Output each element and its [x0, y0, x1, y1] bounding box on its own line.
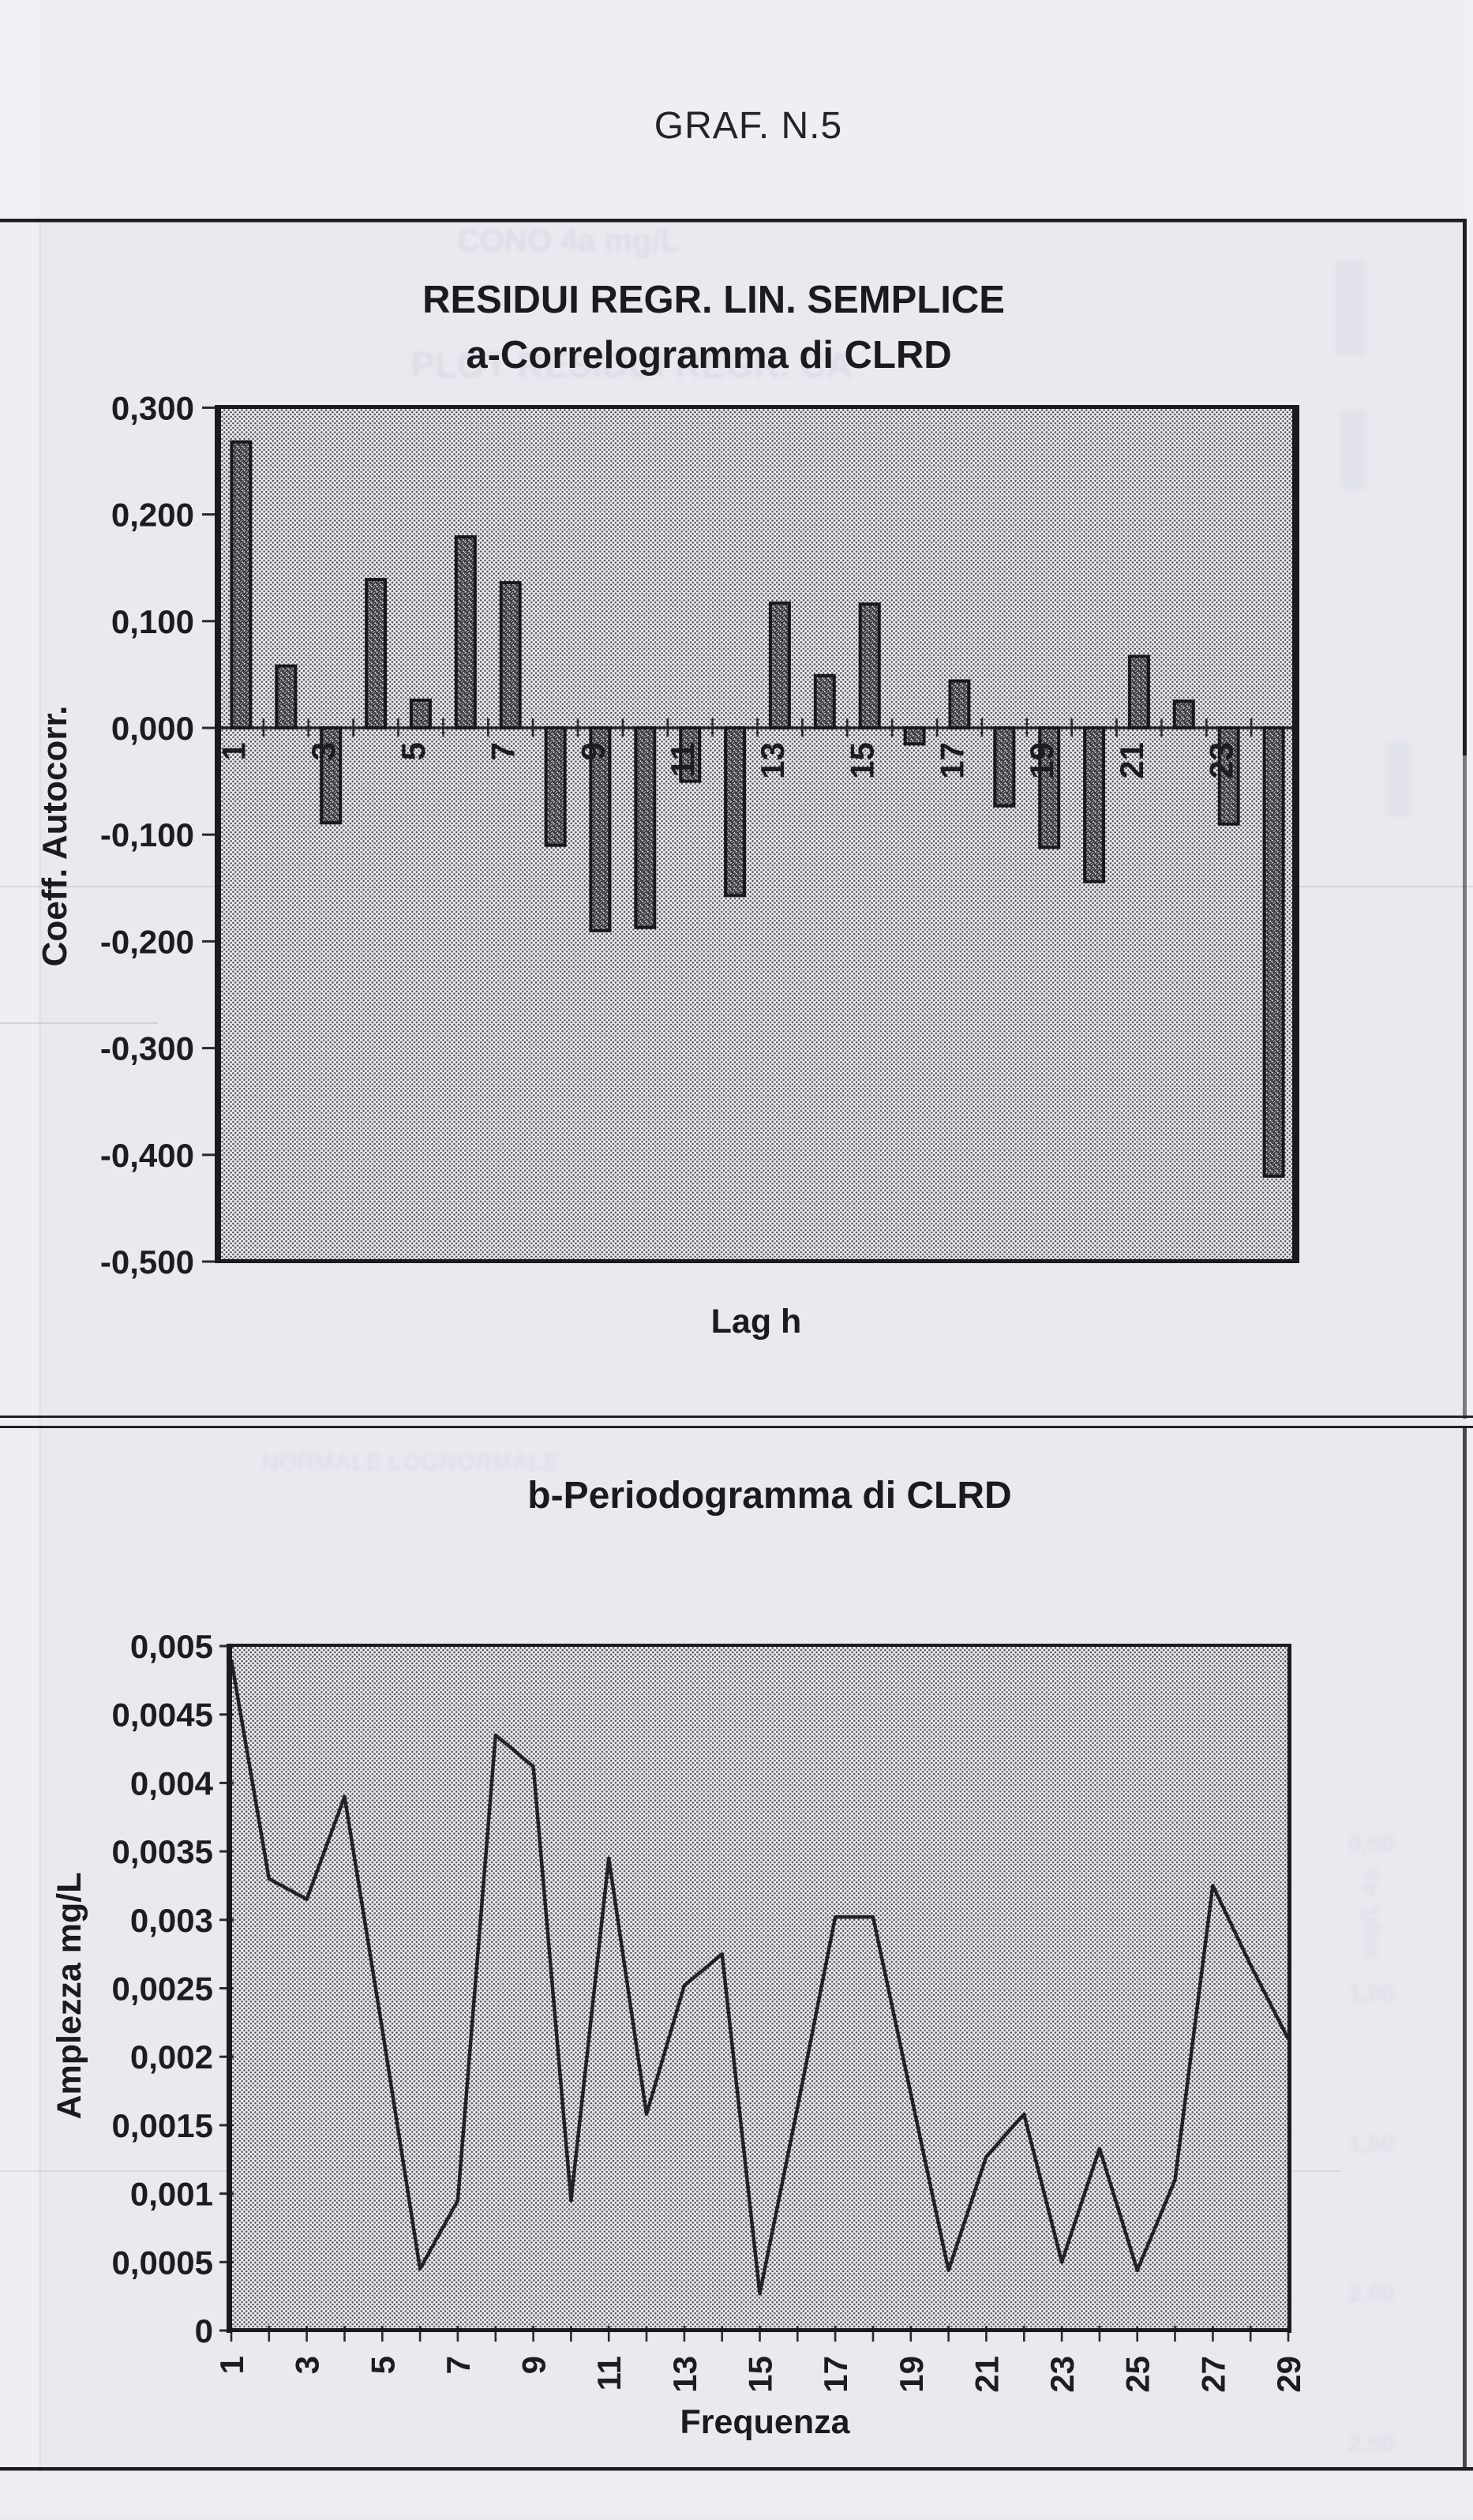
svg-text:23: 23: [1203, 742, 1240, 779]
svg-text:-0,500: -0,500: [100, 1243, 194, 1281]
svg-text:15: 15: [844, 742, 881, 779]
svg-text:19: 19: [893, 2356, 930, 2393]
svg-text:17: 17: [817, 2356, 854, 2393]
svg-text:mg/L 4a: mg/L 4a: [1357, 1869, 1383, 1958]
svg-text:0,003: 0,003: [130, 1902, 213, 1939]
svg-text:29: 29: [1270, 2356, 1307, 2393]
svg-text:0,0015: 0,0015: [112, 2107, 213, 2144]
svg-text:PLOT RESIDUI REGR. CA: PLOT RESIDUI REGR. CA: [410, 344, 853, 385]
svg-text:17: 17: [933, 742, 970, 779]
svg-text:CONO 4a mg/L: CONO 4a mg/L: [457, 223, 680, 258]
svg-text:1,00: 1,00: [1348, 1981, 1394, 2007]
svg-text:1: 1: [213, 2356, 250, 2374]
svg-text:15: 15: [742, 2356, 779, 2393]
svg-text:-0,100: -0,100: [100, 816, 194, 853]
svg-text:1,50: 1,50: [1348, 2131, 1394, 2157]
svg-text:-0,400: -0,400: [100, 1137, 194, 1174]
svg-text:Coeff. Autocorr.: Coeff. Autocorr.: [36, 706, 74, 967]
svg-text:GRAF. N.5: GRAF. N.5: [654, 105, 842, 147]
svg-text:3: 3: [305, 742, 342, 760]
svg-text:-0,200: -0,200: [100, 923, 194, 960]
svg-text:21: 21: [968, 2356, 1005, 2393]
svg-text:RESIDUI REGR. LIN. SEMPLICE: RESIDUI REGR. LIN. SEMPLICE: [422, 279, 1005, 321]
svg-text:27: 27: [1194, 2356, 1231, 2393]
svg-text:9: 9: [574, 742, 611, 760]
svg-text:5: 5: [364, 2356, 401, 2374]
svg-text:19: 19: [1023, 742, 1060, 779]
svg-text:0,100: 0,100: [111, 603, 194, 640]
svg-text:Amplezza mg/L: Amplezza mg/L: [51, 1873, 88, 2120]
svg-text:0,50: 0,50: [1348, 1831, 1394, 1857]
svg-text:25: 25: [1119, 2356, 1156, 2393]
svg-text:0,300: 0,300: [111, 389, 194, 426]
svg-text:9: 9: [515, 2356, 553, 2374]
svg-text:-0,300: -0,300: [100, 1030, 194, 1067]
svg-text:23: 23: [1044, 2356, 1081, 2393]
svg-text:5: 5: [395, 742, 432, 760]
svg-text:0,000: 0,000: [111, 710, 194, 747]
svg-text:0,002: 0,002: [130, 2038, 213, 2076]
svg-text:11: 11: [664, 742, 701, 777]
svg-text:11: 11: [590, 2356, 628, 2391]
svg-text:13: 13: [666, 2356, 703, 2393]
svg-text:0,0025: 0,0025: [112, 1971, 213, 2008]
svg-text:0,200: 0,200: [111, 497, 194, 534]
svg-text:b-Periodogramma di CLRD: b-Periodogramma di CLRD: [527, 1475, 1011, 1517]
svg-text:3: 3: [289, 2356, 326, 2374]
svg-text:Frequenza: Frequenza: [680, 2403, 850, 2441]
svg-text:0,0035: 0,0035: [112, 1833, 213, 1870]
svg-text:2,50: 2,50: [1348, 2431, 1394, 2457]
svg-text:13: 13: [754, 742, 791, 779]
svg-text:0: 0: [195, 2312, 213, 2349]
svg-text:0,004: 0,004: [130, 1764, 214, 1802]
svg-text:NORMALE LOGNORMALE: NORMALE LOGNORMALE: [262, 1449, 560, 1476]
svg-text:21: 21: [1113, 742, 1150, 779]
svg-text:0,005: 0,005: [130, 1628, 213, 1665]
svg-text:a-Correlogramma di CLRD: a-Correlogramma di CLRD: [466, 334, 951, 377]
svg-text:1: 1: [215, 742, 252, 760]
svg-text:7: 7: [440, 2356, 477, 2374]
svg-text:2,00: 2,00: [1348, 2281, 1394, 2307]
svg-text:0,0005: 0,0005: [112, 2244, 213, 2281]
svg-text:Lag h: Lag h: [711, 1303, 802, 1341]
svg-text:0,001: 0,001: [130, 2176, 213, 2213]
svg-text:7: 7: [485, 742, 522, 760]
svg-text:0,0045: 0,0045: [112, 1697, 213, 1734]
